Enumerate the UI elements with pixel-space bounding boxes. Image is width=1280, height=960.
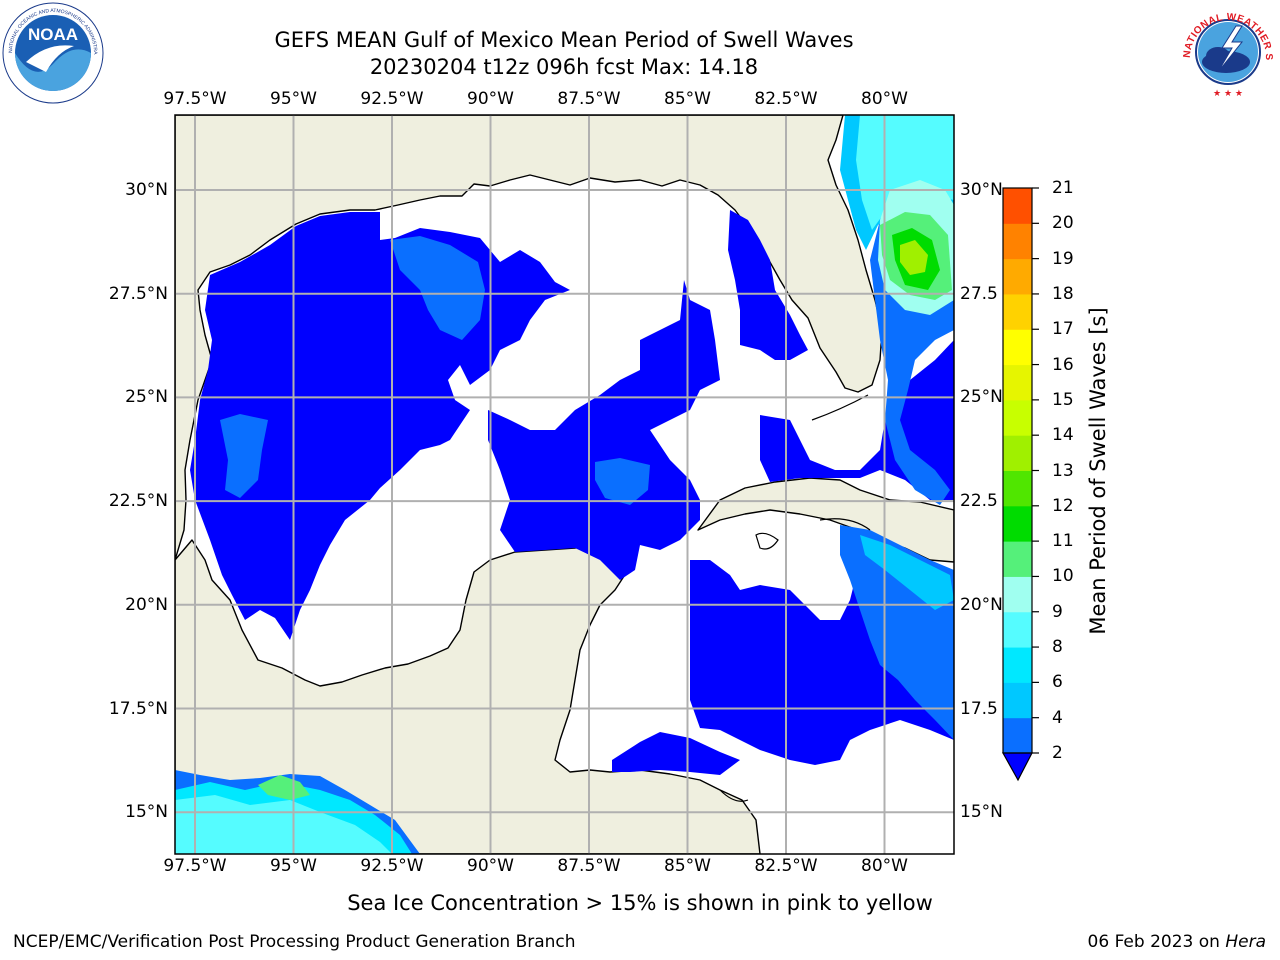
svg-text:★ ★ ★: ★ ★ ★ [1213, 89, 1243, 99]
colorbar-tick-label: 12 [1052, 495, 1074, 516]
lat-label-right: 15°N [960, 802, 1003, 823]
swell-patch-6-8-east [856, 115, 954, 230]
colorbar-tick-label: 4 [1052, 707, 1063, 728]
colorbar-box [1003, 541, 1032, 577]
sea-ice-note: Sea Ice Concentration > 15% is shown in … [347, 891, 933, 915]
colorbar-tick-label: 14 [1052, 425, 1074, 446]
lon-label-bottom: 82.5°W [754, 856, 818, 876]
nws-logo: NATIONAL WEATHER SERVICE ★ ★ ★ [1174, 0, 1278, 102]
colorbar-tick-label: 6 [1052, 672, 1063, 693]
lon-label-top: 90°W [467, 89, 514, 109]
chart-subtitle: 20230204 t12z 096h fcst Max: 14.18 [369, 55, 759, 79]
svg-text:NOAA: NOAA [28, 25, 78, 44]
lon-label-top: 82.5°W [754, 89, 818, 109]
colorbar-box [1003, 505, 1032, 542]
lon-label-top: 97.5°W [163, 89, 227, 109]
colorbar-tick-label: 18 [1052, 283, 1074, 304]
colorbar-box [1003, 293, 1032, 330]
lat-label-left: 27.5°N [108, 283, 168, 304]
lat-label-right: 30°N [960, 180, 1003, 200]
colorbar-box [1003, 329, 1032, 366]
colorbar-box [1003, 576, 1032, 613]
lat-label-left: 17.5°N [108, 698, 168, 719]
colorbar-box [1003, 399, 1032, 436]
lat-label-left: 15°N [125, 802, 168, 823]
land-united-states [175, 115, 883, 561]
colorbar-box [1003, 364, 1032, 401]
lat-label-left: 20°N [125, 594, 168, 615]
lon-label-bottom: 92.5°W [360, 856, 424, 876]
colorbar-box [1003, 223, 1032, 260]
colorbar-box [1003, 188, 1032, 224]
footer-date: 06 Feb 2023 on Hera [1088, 932, 1266, 952]
colorbar-box [1003, 682, 1032, 719]
colorbar-tick-label: 19 [1052, 248, 1074, 269]
swell-contours [175, 115, 954, 854]
lat-label-right: 27.5 [960, 283, 998, 304]
lon-label-top: 92.5°W [360, 89, 424, 109]
colorbar-tick-label: 17 [1052, 319, 1074, 340]
lon-label-bottom: 90°W [467, 856, 514, 876]
lon-label-bottom: 95°W [270, 856, 317, 876]
colorbar-tick-label: 9 [1052, 601, 1063, 622]
lon-label-top: 85°W [664, 89, 711, 109]
swell-patch-2-4-north [390, 236, 485, 340]
graticule [175, 115, 954, 854]
lon-label-bottom: 85°W [664, 856, 711, 876]
lon-label-top: 80°W [861, 89, 908, 109]
lon-label-bottom: 87.5°W [557, 856, 621, 876]
lon-label-top: 87.5°W [557, 89, 621, 109]
noaa-logo: NOAA NATIONAL OCEANIC AND ATMOSPHERIC AD… [0, 0, 104, 104]
lat-label-right: 22.5 [960, 491, 998, 512]
lat-label-left: 30°N [125, 180, 168, 200]
lat-label-left: 22.5°N [108, 491, 168, 512]
colorbar-extend-triangle [1001, 752, 1033, 782]
colorbar-box [1003, 717, 1032, 754]
colorbar-tick-label: 8 [1052, 637, 1063, 658]
lat-label-right: 17.5 [960, 698, 998, 719]
chart-title: GEFS MEAN Gulf of Mexico Mean Period of … [274, 28, 854, 52]
swell-patch-6-8-south [175, 795, 392, 854]
lat-label-right: 20°N [960, 594, 1003, 615]
footer-credit: NCEP/EMC/Verification Post Processing Pr… [13, 932, 576, 952]
colorbar-tick-label: 2 [1052, 743, 1063, 763]
colorbar-box [1003, 611, 1032, 648]
colorbar-box [1003, 435, 1032, 471]
footer-host: Hera [1225, 932, 1266, 952]
map-frame [174, 114, 955, 855]
colorbar-tick-label: 20 [1052, 213, 1074, 234]
swell-region-central [488, 280, 720, 580]
colorbar-tick-label: 11 [1052, 531, 1074, 552]
lat-label-left: 25°N [125, 387, 168, 408]
swell-patch-green-south [258, 775, 310, 800]
lon-label-bottom: 97.5°W [163, 856, 227, 876]
swell-patch-2-4-west [220, 414, 268, 498]
colorbar-box [1003, 647, 1032, 683]
swell-patch-2-4-central [595, 458, 650, 505]
footer-date-text: 06 Feb 2023 on [1087, 932, 1220, 952]
colorbar-tick-label: 13 [1052, 460, 1074, 481]
colorbar-box [1003, 470, 1032, 507]
lon-label-bottom: 80°W [861, 856, 908, 876]
colorbar-label: Mean Period of Swell Waves [s] [1086, 307, 1110, 635]
swell-patch-14-east [900, 240, 928, 275]
colorbar-tick-label: 15 [1052, 389, 1074, 410]
lat-label-right: 25°N [960, 387, 1003, 408]
colorbar-tick-label: 10 [1052, 566, 1074, 587]
colorbar-tick-label: 16 [1052, 354, 1074, 375]
colorbar-tick-label: 21 [1052, 178, 1074, 198]
lon-label-top: 95°W [270, 89, 317, 109]
colorbar-box [1003, 258, 1032, 295]
